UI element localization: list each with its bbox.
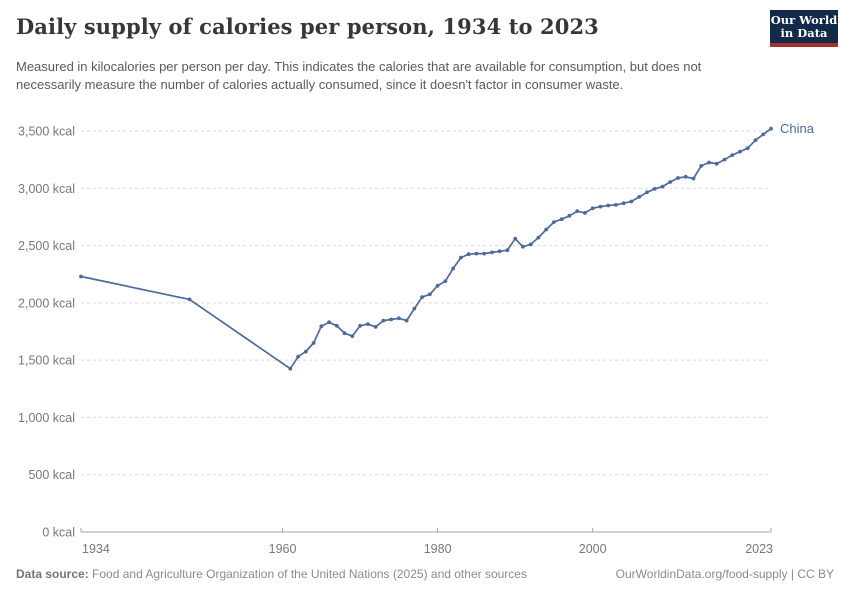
owid-food-supply-link[interactable]: OurWorldinData.org/food-supply — [615, 567, 788, 581]
data-point — [606, 203, 611, 208]
data-point — [722, 157, 727, 162]
data-point — [513, 236, 518, 241]
y-axis-tick-label: 3,000 kcal — [18, 182, 75, 196]
data-point — [381, 318, 386, 323]
owid-logo[interactable]: Our World in Data — [770, 10, 838, 47]
data-point — [614, 203, 618, 207]
data-point — [714, 161, 719, 166]
chart-subtitle: Measured in kilocalories per person per … — [16, 59, 702, 92]
data-point — [745, 146, 750, 151]
series-label-china: China — [780, 121, 815, 136]
chart-footer: Data source: Food and Agriculture Organi… — [16, 567, 834, 581]
y-axis-tick-label: 2,500 kcal — [18, 239, 75, 253]
owid-logo-line2: in Data — [780, 25, 828, 40]
data-point — [683, 174, 688, 179]
data-point — [420, 295, 424, 299]
owid-logo-line1: Our World — [770, 12, 838, 27]
y-axis-tick-label: 2,000 kcal — [18, 296, 75, 310]
data-point — [451, 266, 455, 271]
data-point — [676, 176, 680, 180]
data-point — [443, 279, 448, 283]
data-point — [412, 306, 417, 311]
data-point — [497, 249, 502, 254]
data-point — [366, 322, 370, 326]
data-point — [397, 316, 401, 321]
data-point — [637, 195, 642, 199]
x-axis-tick-label: 1980 — [424, 542, 452, 556]
data-point — [660, 184, 665, 189]
data-point — [327, 320, 331, 325]
y-axis-tick-label: 500 kcal — [28, 468, 75, 482]
data-point — [435, 283, 440, 288]
data-point — [753, 138, 758, 143]
data-point — [761, 132, 766, 137]
data-point — [699, 164, 704, 168]
data-point — [567, 213, 572, 218]
data-point — [559, 217, 564, 222]
data-point — [389, 317, 393, 322]
x-axis-tick-label: 1960 — [269, 542, 297, 556]
data-source-text: Food and Agriculture Organization of the… — [88, 567, 527, 581]
data-line-china — [80, 127, 772, 370]
y-axis-tick-label: 1,000 kcal — [18, 411, 75, 425]
data-point — [373, 325, 378, 329]
data-point — [288, 366, 293, 371]
data-point — [598, 204, 603, 209]
data-point — [652, 187, 657, 191]
data-point — [544, 227, 549, 232]
data-point — [482, 251, 486, 256]
data-point — [738, 149, 742, 154]
data-point — [350, 334, 355, 338]
data-point — [645, 190, 649, 195]
data-point — [528, 242, 533, 247]
x-axis-tick-label: 2023 — [745, 542, 773, 556]
data-point — [303, 349, 308, 354]
data-point — [79, 274, 83, 279]
data-point — [296, 354, 300, 359]
data-point — [358, 323, 362, 328]
data-point — [311, 341, 316, 345]
data-point — [575, 209, 580, 214]
data-point — [404, 318, 409, 323]
data-point — [490, 250, 494, 255]
data-point — [521, 244, 525, 249]
data-point — [691, 176, 696, 181]
y-axis-tick-label: 0 kcal — [42, 526, 75, 540]
data-point — [505, 248, 510, 253]
data-point — [668, 180, 673, 184]
data-point — [536, 235, 541, 240]
data-point — [590, 206, 595, 211]
data-point — [334, 323, 339, 328]
data-point — [552, 220, 556, 225]
y-axis-tick-label: 1,500 kcal — [18, 354, 75, 368]
page-title: Daily supply of calories per person, 193… — [16, 14, 599, 39]
data-source-note: Data source: Food and Agriculture Organi… — [16, 567, 527, 581]
y-axis-tick-label: 3,500 kcal — [18, 125, 75, 139]
data-point — [466, 252, 471, 257]
data-point — [583, 211, 587, 215]
data-point — [342, 331, 347, 336]
footer-attribution: OurWorldinData.org/food-supply | CC BY — [616, 567, 834, 581]
data-point — [428, 292, 432, 297]
data-source-label: Data source: — [16, 567, 89, 581]
x-axis-tick-label: 1934 — [82, 542, 110, 556]
data-point — [459, 255, 463, 260]
data-point — [474, 251, 479, 256]
data-point — [730, 153, 735, 158]
license-text: | CC BY — [787, 567, 834, 581]
data-point — [621, 201, 626, 206]
data-point — [187, 297, 192, 302]
data-point — [629, 199, 634, 204]
data-point — [707, 160, 711, 165]
data-point — [319, 324, 324, 329]
data-point — [769, 126, 773, 131]
x-axis-tick-label: 2000 — [579, 542, 607, 556]
